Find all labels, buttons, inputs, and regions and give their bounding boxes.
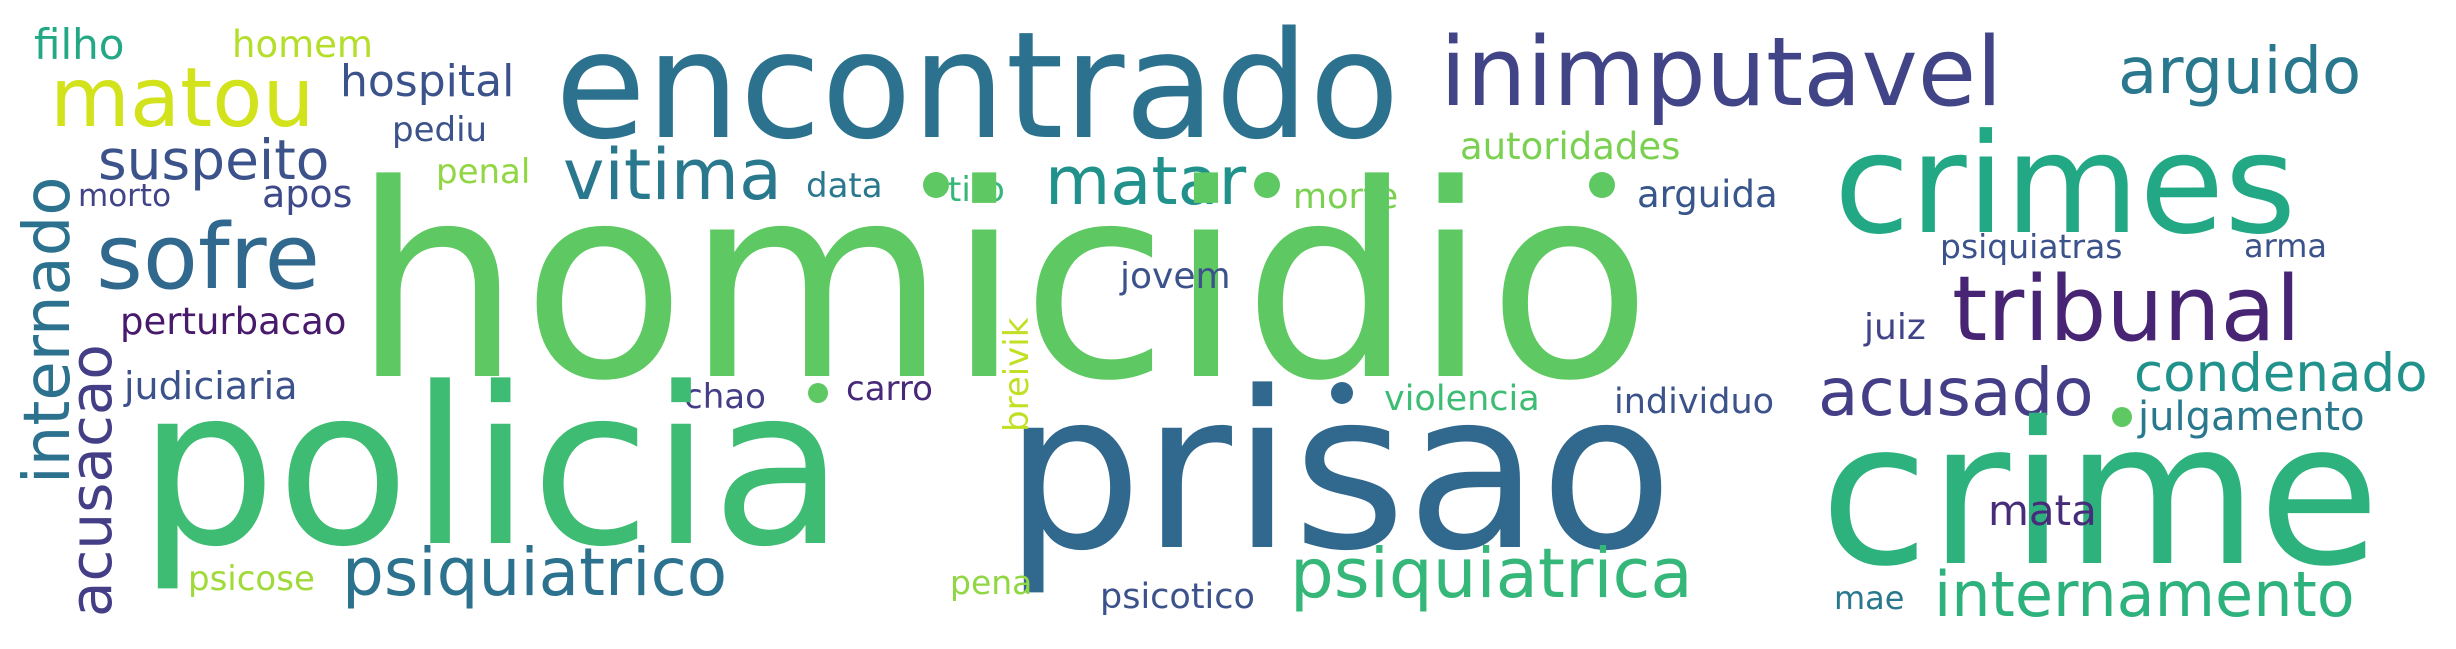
- word-psiquiatrica: psiquiatrica: [1290, 534, 1693, 614]
- word-psiquiatrico: psiquiatrico: [342, 534, 728, 611]
- dot-mark: [2112, 407, 2132, 427]
- word-sofre: sofre: [96, 205, 321, 310]
- word-apos: apos: [262, 172, 353, 216]
- word-inimputavel: inimputavel: [1440, 18, 2003, 128]
- word-mata: mata: [1988, 486, 2097, 535]
- word-homem: homem: [232, 23, 373, 66]
- word-encontrado: encontrado: [555, 0, 1400, 172]
- word-acusado: acusado: [1818, 354, 2094, 431]
- word-arguido: arguido: [2118, 35, 2362, 109]
- word-pena: pena: [950, 563, 1033, 602]
- word-arguida: arguida: [1637, 173, 1778, 216]
- word-jovem: jovem: [1120, 256, 1231, 297]
- word-julgamento: julgamento: [2138, 394, 2365, 440]
- word-crimes: crimes: [1834, 104, 2297, 265]
- word-psiquiatras: psiquiatras: [1940, 227, 2123, 266]
- word-psicotico: psicotico: [1100, 577, 1255, 617]
- word-hospital: hospital: [340, 56, 515, 107]
- word-carro: carro: [846, 369, 933, 409]
- word-homicidio: homicidio: [352, 128, 1652, 440]
- word-policia: policia: [138, 342, 845, 595]
- word-matou: matou: [50, 51, 315, 146]
- word-morto: morto: [78, 178, 172, 214]
- word-perturbacao: perturbacao: [120, 300, 347, 343]
- word-mae: mae: [1834, 579, 1905, 617]
- word-filho: filho: [34, 20, 125, 69]
- word-condenado: condenado: [2134, 343, 2428, 404]
- word-tribunal: tribunal: [1952, 257, 2301, 362]
- word-violencia: violencia: [1384, 379, 1540, 419]
- word-pediu: pediu: [392, 110, 488, 150]
- word-chao: chao: [684, 377, 766, 417]
- word-matar: matar: [1045, 142, 1247, 220]
- word-individuo: individuo: [1614, 382, 1775, 422]
- word-breivik: breivik: [997, 317, 1037, 432]
- word-judiciaria: judiciaria: [124, 364, 298, 408]
- word-suspeito: suspeito: [98, 128, 330, 192]
- dot-mark: [1254, 172, 1280, 198]
- word-arma: arma: [2244, 227, 2327, 265]
- word-internamento: internamento: [1934, 558, 2355, 631]
- word-crime: crime: [1820, 379, 2380, 610]
- word-tiro: tiro: [948, 170, 1005, 210]
- word-psicose: psicose: [188, 559, 315, 599]
- dot-mark: [808, 383, 828, 403]
- word-juiz: juiz: [1864, 307, 1926, 348]
- word-morte: morte: [1293, 177, 1399, 217]
- word-vitima: vitima: [563, 134, 782, 216]
- dot-mark: [1331, 382, 1353, 404]
- dot-mark: [923, 172, 949, 198]
- word-acusacao: acusacao: [57, 344, 125, 617]
- word-penal: penal: [436, 152, 531, 192]
- dot-mark: [1589, 172, 1615, 198]
- word-data: data: [806, 166, 883, 206]
- word-autoridades: autoridades: [1460, 125, 1681, 168]
